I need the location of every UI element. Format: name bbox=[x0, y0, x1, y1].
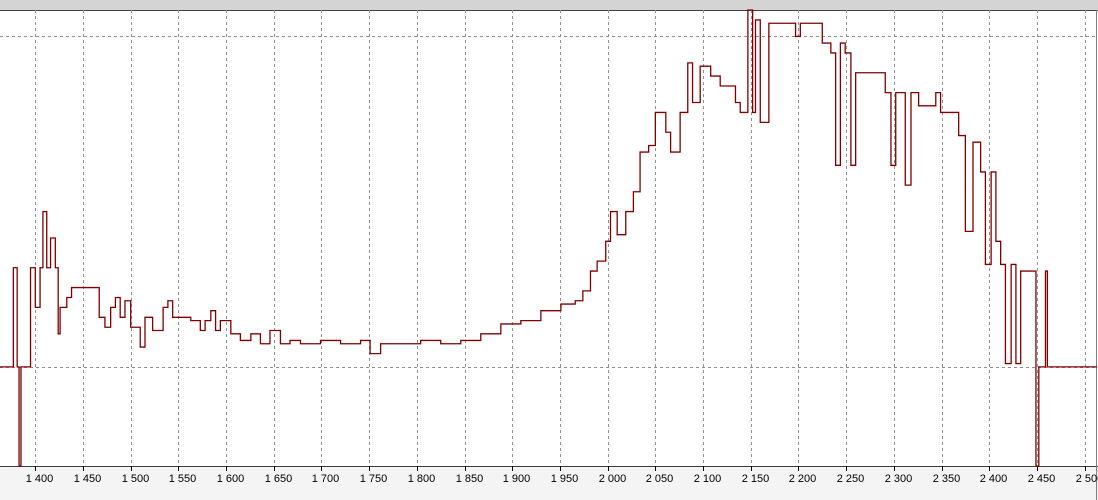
x-tick-label: 2 350 bbox=[933, 473, 961, 485]
x-tick-label: 1 400 bbox=[26, 473, 54, 485]
x-tick-label: 1 500 bbox=[122, 473, 150, 485]
x-tick-label: 1 450 bbox=[74, 473, 102, 485]
x-tick-label: 1 950 bbox=[551, 473, 579, 485]
axis-band bbox=[0, 467, 1098, 500]
top-band bbox=[0, 0, 1098, 10]
x-tick-label: 2 250 bbox=[837, 473, 865, 485]
x-tick-label: 1 800 bbox=[408, 473, 436, 485]
x-tick-label: 1 600 bbox=[217, 473, 245, 485]
series-line bbox=[0, 9, 1097, 467]
x-tick-label: 2 450 bbox=[1028, 473, 1056, 485]
x-tick-label: 1 850 bbox=[456, 473, 484, 485]
x-tick-label: 1 750 bbox=[360, 473, 388, 485]
x-tick-label: 1 700 bbox=[312, 473, 340, 485]
x-tick-label: 2 200 bbox=[789, 473, 817, 485]
x-tick-label: 2 150 bbox=[742, 473, 770, 485]
x-tick-label: 2 000 bbox=[599, 473, 627, 485]
x-tick-label: 2 400 bbox=[980, 473, 1008, 485]
x-tick-label: 1 650 bbox=[265, 473, 293, 485]
x-tick-label: 2 300 bbox=[885, 473, 913, 485]
x-tick-label: 1 550 bbox=[169, 473, 197, 485]
x-tick-label: 2 050 bbox=[646, 473, 674, 485]
x-tick-label: 2 500 bbox=[1076, 473, 1098, 485]
x-tick-label: 2 100 bbox=[694, 473, 722, 485]
x-tick-label: 1 900 bbox=[503, 473, 531, 485]
